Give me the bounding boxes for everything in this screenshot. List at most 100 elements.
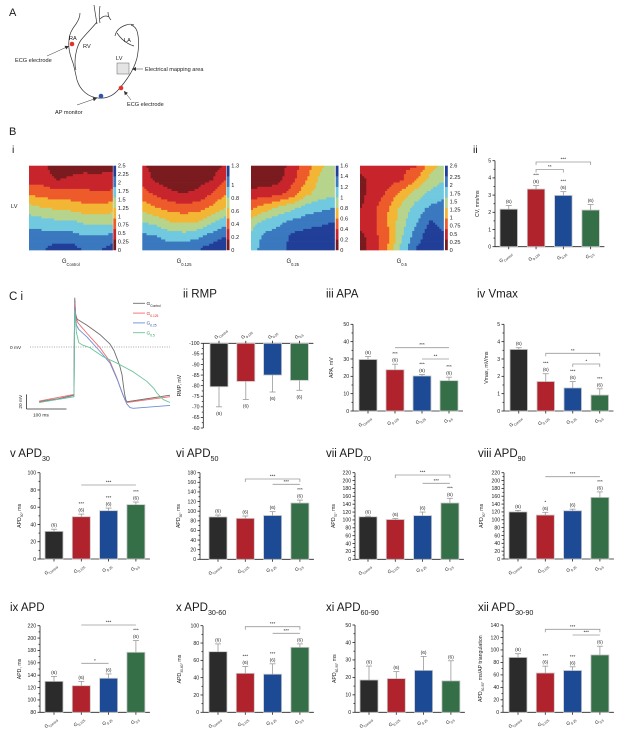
comparison-bracket [545,352,601,357]
heatmap-cell [142,205,156,209]
heatmap-cell [288,188,302,192]
heatmap-cell [387,214,398,217]
n-label: (6) [270,505,276,511]
heatmap-cell [412,182,423,186]
colorbar-segment [445,176,448,187]
group-label-base: G [213,334,220,341]
group-label-base: G [237,568,244,575]
colorbar: 0 0.25 0.5 0.75 1 1.25 1.5 1.75 2 2.25 2.5 [113,164,129,254]
group-label-sub: 0.125 [532,253,541,261]
heatmap-cell [81,247,103,251]
heatmap-cell [389,239,396,242]
heatmap-cell [29,224,113,228]
heatmap-cell [278,182,294,186]
heatmap-cell [251,176,283,179]
colorbar-tick-label: 1.25 [450,207,461,213]
heatmap-cell [188,212,216,215]
colorbar-segment [335,239,339,251]
y-axis-label-sub: 30-60 [180,664,184,672]
heatmap-cell [389,233,396,236]
heatmap-cell [360,182,367,186]
heatmap-cell [420,214,444,217]
heatmap-cell [420,241,444,245]
heatmap-cell [284,167,300,171]
colorbar-segment [226,207,230,219]
y-tick-label: 140 [343,502,352,508]
y-tick-label: 100 [491,648,500,654]
heatmap-cell [142,174,151,177]
n-label: (6) [447,492,453,498]
heatmap-cell [299,190,312,194]
y-tick-label: 100 [191,624,200,630]
heatmap-cell [29,182,113,186]
heatmap-cell [221,237,227,240]
y-tick-label: 80 [30,488,36,494]
y-tick-label: 10 [345,693,351,699]
y-tick-label: 2 [488,210,491,216]
heatmap-cell [156,224,208,228]
heatmap-cell [251,237,262,240]
y-tick-label: 20 [493,698,499,704]
heatmap-cell [215,201,227,204]
heatmap-cell [389,186,407,190]
heatmap-cell [360,247,367,251]
comparison-significance: * [94,658,96,664]
colorbar-tick-label: 2.25 [118,172,129,178]
heatmap-cell [181,231,187,234]
group-label-base: G [130,719,137,726]
heatmap-cell [51,174,74,177]
bar [563,670,582,713]
n-label: (6) [516,341,522,347]
heatmap-cell [142,190,149,194]
heatmap-cell [301,188,314,192]
group-label-sub: Control [513,417,524,427]
heatmap-cell [378,247,388,251]
heatmap-cell [257,222,283,226]
y-tick-label: 200 [28,636,37,642]
heatmap-cell [251,174,285,177]
colorbar: 0 0.25 0.5 0.75 1 1.25 1.5 1.75 2 2.25 2.6 [445,164,460,254]
n-label: (6) [570,375,576,381]
heatmap-cell [77,220,113,223]
bar [535,672,555,713]
y-tick-label: 100 [28,471,37,477]
arrow-icon [76,97,98,106]
heatmap-cell [251,199,281,202]
heatmap-cell [424,207,444,211]
bar [263,342,283,376]
bar [71,685,91,713]
heatmap-cell [251,172,285,175]
heatmap-cell [416,165,426,169]
chart-title-main: v APD [10,448,42,460]
heatmap-cell [292,218,335,221]
group-label-sub: 0.125 [77,718,86,726]
bar [126,651,146,713]
label-ecg-electrode-bottom: ECG electrode [127,102,164,108]
heatmap-cell [397,207,411,211]
activation-map: 0 0.25 0.5 0.75 1 1.25 1.5 1.75 2 2.25 2.5 GControl [29,164,129,267]
bar [263,515,283,560]
heatmap-cell [29,205,40,209]
heatmap-cell [89,188,111,192]
heatmap-cell [420,172,432,175]
group-label: G0.25 [556,251,568,263]
heatmap-cell [395,235,403,238]
heatmap-cell [360,220,378,223]
n-label: (6) [242,510,248,516]
heatmap-cell [376,226,390,230]
heatmap-cell [192,201,216,204]
y-tick-label: 200 [343,478,352,484]
heatmap-cell [72,174,113,177]
heatmap-cell [213,178,227,181]
heatmap-cell [366,239,380,242]
heatmap-cell [251,235,262,238]
y-axis-label: Vmax, mV/ms [484,351,490,384]
heatmap-cell [213,231,227,234]
heatmap-cell [296,169,310,173]
group-label-sub: Control [503,253,514,263]
y-tick-label: 0 [346,409,349,415]
heatmap-cell [39,205,113,209]
heatmap-cell [165,239,191,242]
heatmap-cell [207,216,225,219]
